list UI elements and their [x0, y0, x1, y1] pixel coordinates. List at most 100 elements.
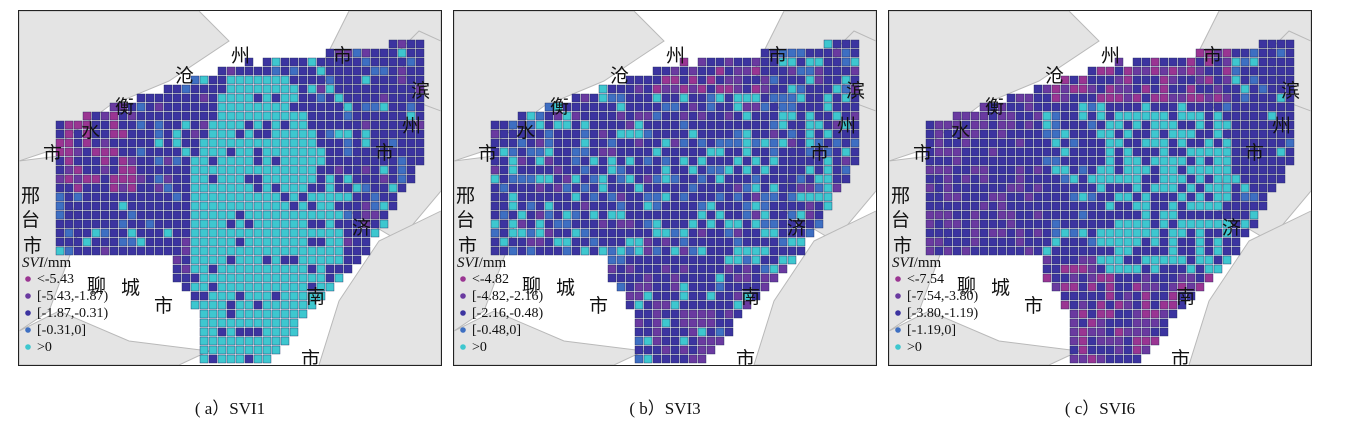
grid-cell — [1096, 264, 1106, 274]
grid-cell — [1078, 327, 1088, 337]
grid-cell — [136, 129, 146, 139]
grid-cell — [805, 120, 815, 130]
grid-cell — [724, 138, 734, 148]
grid-cell — [778, 246, 788, 256]
grid-cell — [145, 93, 155, 103]
grid-cell — [961, 129, 971, 139]
grid-cell — [1150, 93, 1160, 103]
grid-cell — [571, 192, 581, 202]
grid-cell — [943, 147, 953, 157]
grid-cell — [997, 183, 1007, 193]
grid-cell — [805, 174, 815, 184]
grid-cell — [181, 210, 191, 220]
grid-cell — [1087, 300, 1097, 310]
grid-cell — [787, 219, 797, 229]
grid-cell — [1087, 93, 1097, 103]
grid-cell — [508, 147, 518, 157]
grid-cell — [1006, 246, 1016, 256]
grid-cell — [769, 57, 779, 67]
grid-cell — [760, 282, 770, 292]
grid-cell — [715, 183, 725, 193]
grid-cell — [271, 57, 281, 67]
grid-cell — [217, 129, 227, 139]
grid-cell — [118, 219, 128, 229]
grid-cell — [334, 138, 344, 148]
grid-cell — [1069, 282, 1079, 292]
grid-cell — [1078, 318, 1088, 328]
grid-cell — [199, 111, 209, 121]
grid-cell — [814, 102, 824, 112]
grid-cell — [517, 192, 527, 202]
grid-cell — [316, 66, 326, 76]
grid-cell — [1042, 129, 1052, 139]
grid-cell — [82, 111, 92, 121]
grid-cell — [850, 39, 860, 49]
grid-cell — [361, 246, 371, 256]
grid-cell — [979, 111, 989, 121]
grid-cell — [343, 228, 353, 238]
legend-swatch — [895, 344, 901, 350]
grid-cell — [1033, 147, 1043, 157]
grid-cell — [679, 210, 689, 220]
grid-cell — [715, 282, 725, 292]
grid-cell — [652, 183, 662, 193]
grid-cell — [751, 129, 761, 139]
grid-cell — [343, 210, 353, 220]
grid-cell — [325, 66, 335, 76]
grid-cell — [706, 66, 716, 76]
grid-cell — [634, 291, 644, 301]
grid-cell — [706, 129, 716, 139]
grid-cell — [1024, 228, 1034, 238]
grid-cell — [1015, 138, 1025, 148]
grid-cell — [244, 111, 254, 121]
grid-cell — [280, 210, 290, 220]
grid-cell — [280, 156, 290, 166]
grid-cell — [1123, 336, 1133, 346]
grid-cell — [289, 84, 299, 94]
grid-cell — [172, 219, 182, 229]
grid-cell — [154, 120, 164, 130]
grid-cell — [805, 57, 815, 67]
grid-cell — [1231, 174, 1241, 184]
grid-cell — [1078, 228, 1088, 238]
grid-cell — [1015, 174, 1025, 184]
grid-cell — [244, 345, 254, 355]
grid-cell — [352, 201, 362, 211]
grid-cell — [1132, 255, 1142, 265]
grid-cell — [670, 147, 680, 157]
grid-cell — [1078, 84, 1088, 94]
grid-cell — [499, 156, 509, 166]
grid-cell — [679, 282, 689, 292]
grid-cell — [1078, 345, 1088, 355]
grid-cell — [625, 264, 635, 274]
grid-cell — [823, 201, 833, 211]
grid-cell — [217, 273, 227, 283]
grid-cell — [190, 129, 200, 139]
grid-cell — [769, 255, 779, 265]
grid-cell — [1150, 183, 1160, 193]
grid-cell — [787, 84, 797, 94]
grid-cell — [670, 192, 680, 202]
grid-cell — [244, 120, 254, 130]
grid-cell — [226, 219, 236, 229]
grid-cell — [388, 183, 398, 193]
grid-cell — [814, 84, 824, 94]
grid-cell — [1060, 237, 1070, 247]
grid-cell — [1060, 282, 1070, 292]
grid-cell — [643, 219, 653, 229]
grid-cell — [733, 102, 743, 112]
grid-cell — [208, 165, 218, 175]
grid-cell — [235, 174, 245, 184]
grid-cell — [1060, 273, 1070, 283]
grid-cell — [988, 174, 998, 184]
grid-cell — [607, 102, 617, 112]
grid-cell — [679, 309, 689, 319]
grid-cell — [607, 138, 617, 148]
grid-cell — [1186, 237, 1196, 247]
grid-cell — [343, 192, 353, 202]
grid-cell — [934, 138, 944, 148]
grid-cell — [988, 237, 998, 247]
grid-cell — [832, 66, 842, 76]
grid-cell — [91, 147, 101, 157]
grid-cell — [769, 147, 779, 157]
